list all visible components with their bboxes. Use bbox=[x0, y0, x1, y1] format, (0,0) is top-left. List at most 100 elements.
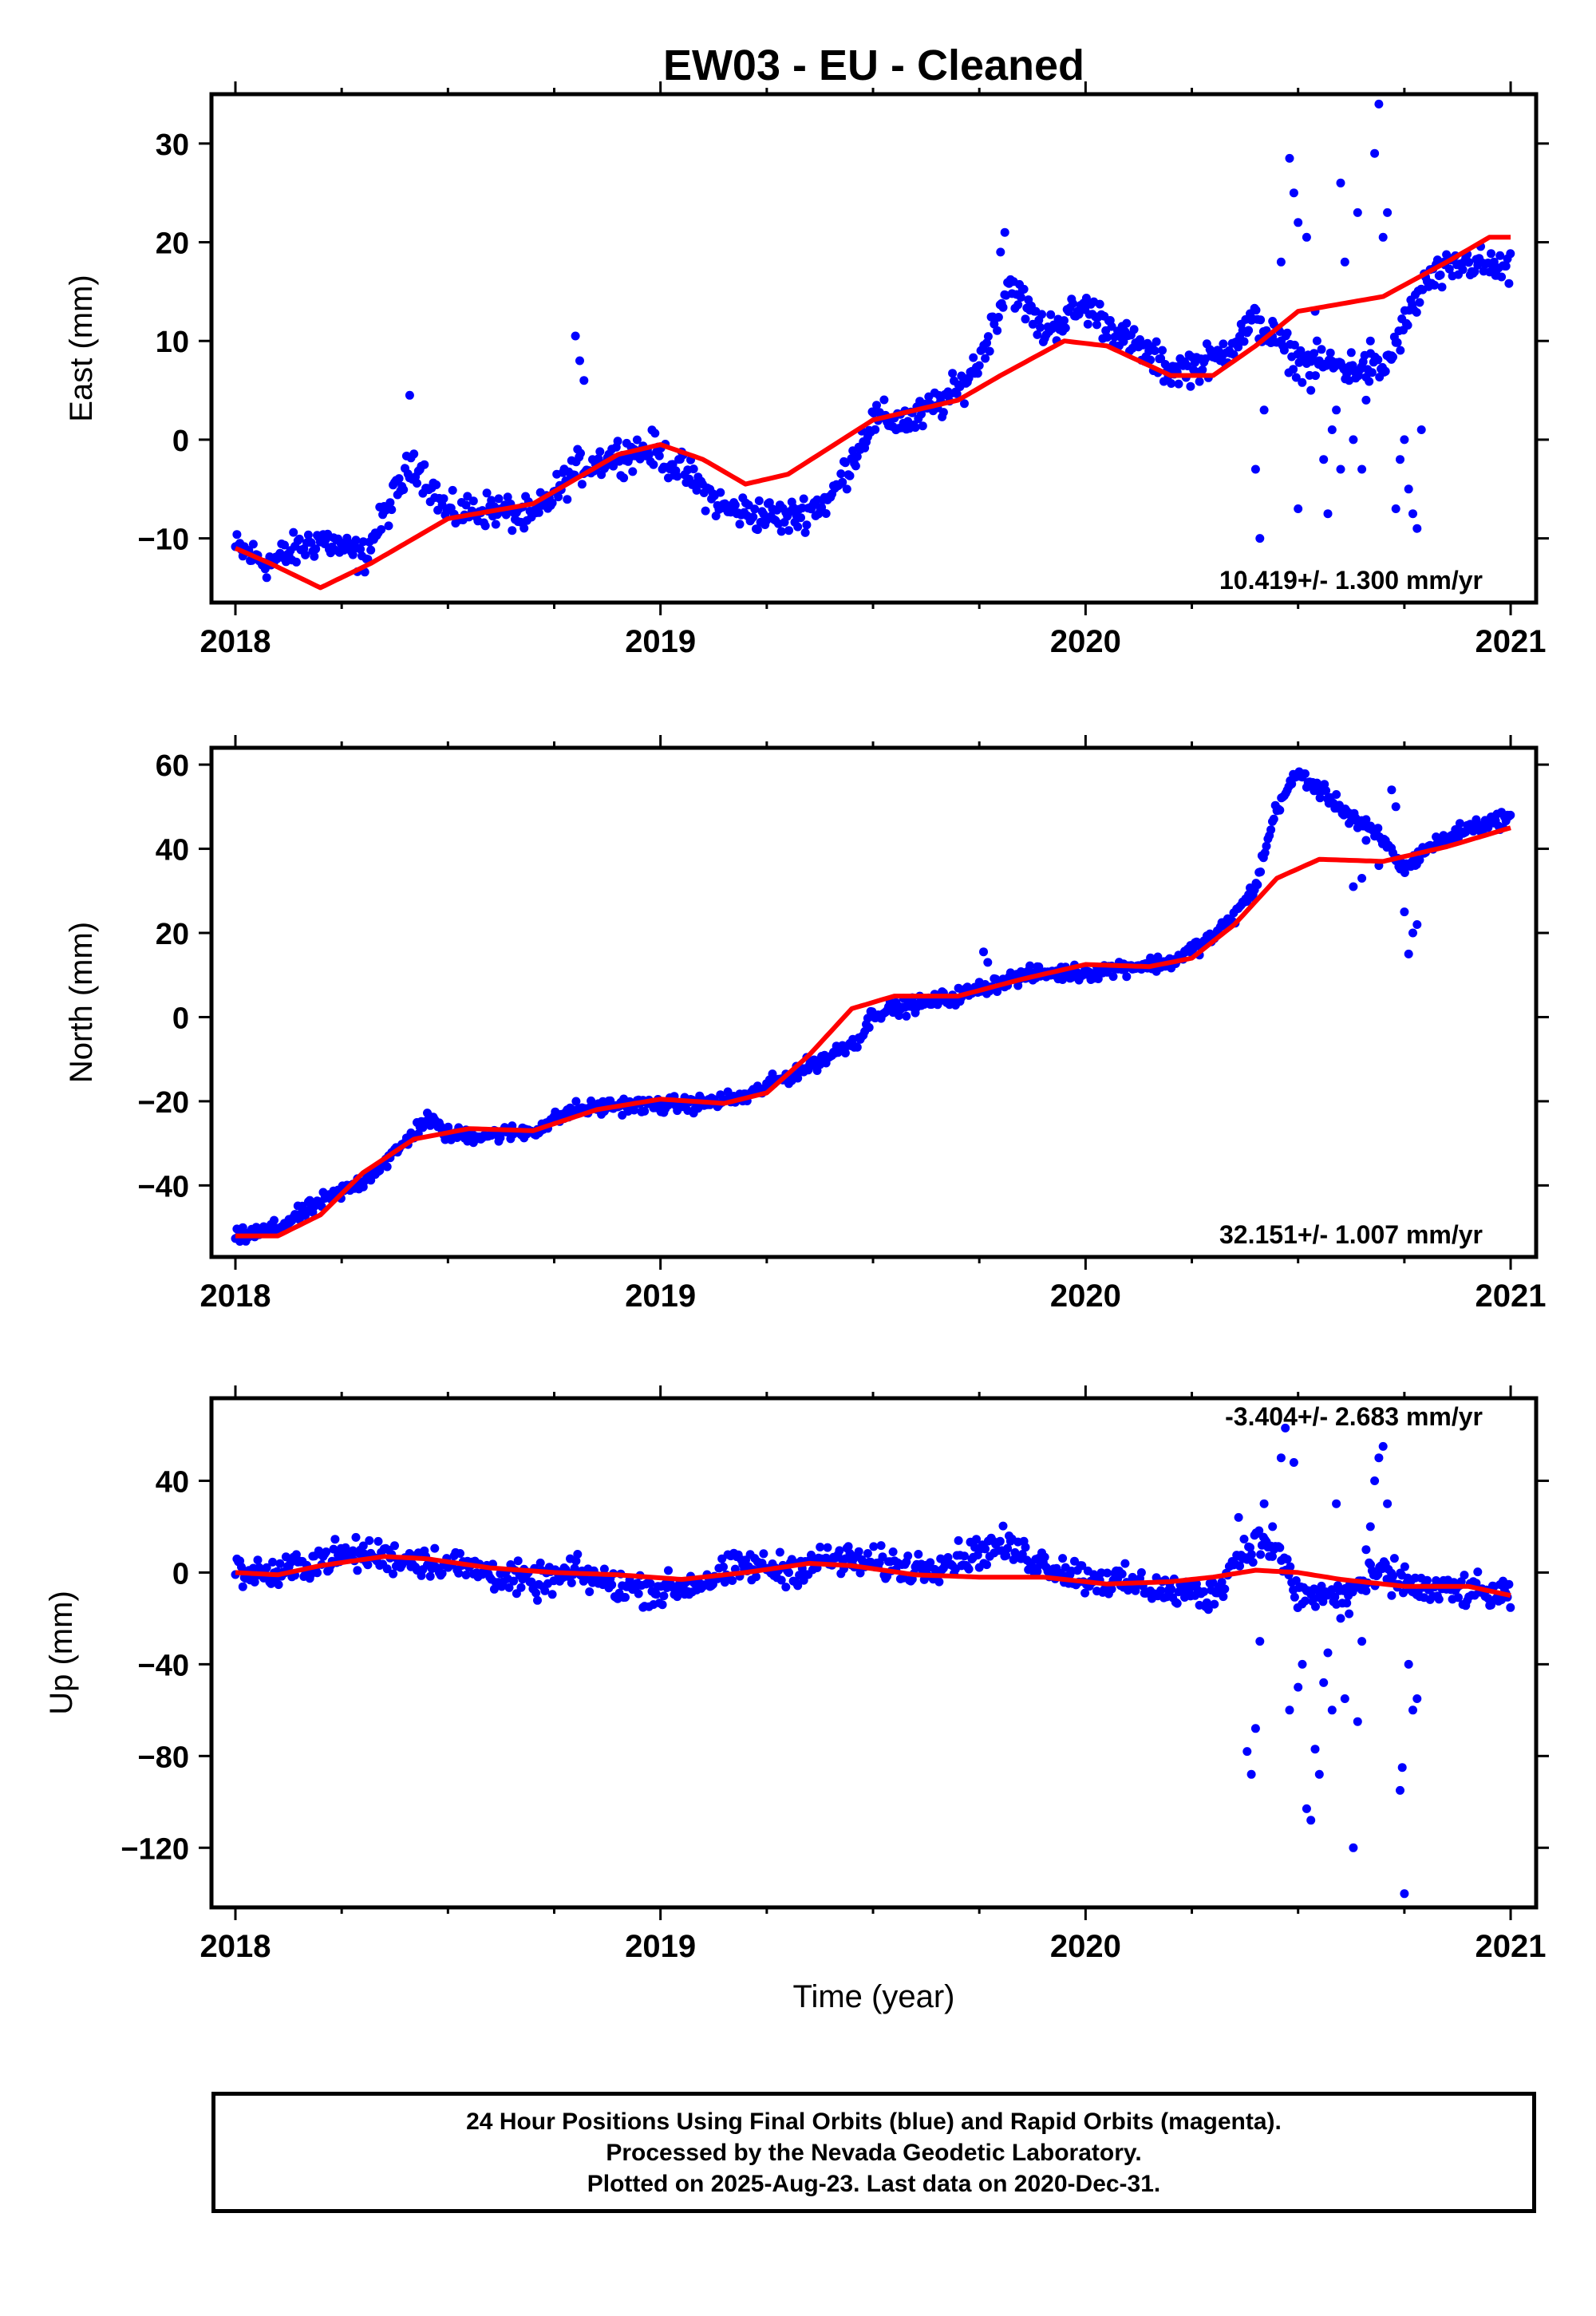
x-tick-label: 2020 bbox=[1050, 624, 1121, 659]
data-point bbox=[878, 1552, 887, 1562]
data-point bbox=[1033, 330, 1042, 339]
data-point bbox=[793, 1581, 803, 1591]
data-point bbox=[735, 520, 745, 529]
data-point bbox=[1289, 1458, 1298, 1467]
data-point bbox=[689, 464, 698, 474]
data-point bbox=[1408, 509, 1417, 519]
data-point bbox=[1256, 315, 1266, 325]
east-rate-label: 10.419+/- 1.300 mm/yr bbox=[1219, 566, 1483, 595]
data-point bbox=[1122, 972, 1132, 982]
data-point bbox=[468, 496, 478, 506]
data-point bbox=[1259, 405, 1269, 415]
data-point bbox=[1345, 376, 1354, 385]
data-point bbox=[692, 485, 701, 495]
data-point bbox=[1198, 365, 1207, 374]
data-point bbox=[996, 247, 1005, 257]
data-point bbox=[281, 1552, 290, 1562]
footer-caption-box: 24 Hour Positions Using Final Orbits (bl… bbox=[211, 2092, 1536, 2213]
data-point bbox=[358, 1541, 368, 1551]
data-point bbox=[979, 947, 988, 957]
data-point bbox=[1504, 279, 1514, 288]
data-point bbox=[634, 1589, 643, 1599]
data-point bbox=[1268, 1551, 1277, 1561]
data-point bbox=[1219, 1592, 1228, 1602]
data-point bbox=[1353, 823, 1362, 832]
data-point bbox=[480, 521, 490, 531]
data-point bbox=[461, 1571, 471, 1579]
data-point bbox=[1242, 1747, 1252, 1757]
data-point bbox=[405, 390, 414, 400]
data-point bbox=[781, 1583, 791, 1592]
data-point bbox=[985, 346, 994, 356]
data-point bbox=[1107, 1584, 1116, 1594]
data-point bbox=[430, 1543, 440, 1553]
data-point bbox=[535, 1558, 545, 1567]
data-point bbox=[1327, 1705, 1337, 1715]
data-point bbox=[1349, 1843, 1358, 1852]
data-point bbox=[1033, 1567, 1042, 1576]
data-point bbox=[262, 1563, 271, 1572]
data-point bbox=[926, 1558, 935, 1567]
data-point bbox=[1019, 284, 1029, 294]
data-point bbox=[728, 1576, 737, 1585]
x-tick-label: 2020 bbox=[1050, 1929, 1121, 1964]
figure-title: EW03 - EU - Cleaned bbox=[663, 41, 1084, 89]
data-point bbox=[351, 536, 361, 545]
data-point bbox=[1487, 249, 1495, 259]
north-rate-label: 32.151+/- 1.007 mm/yr bbox=[1219, 1220, 1483, 1249]
data-point bbox=[1422, 1575, 1432, 1585]
up-frame bbox=[209, 1396, 1539, 1910]
data-point bbox=[1412, 1694, 1422, 1703]
data-point bbox=[330, 1535, 340, 1544]
data-point bbox=[981, 1544, 990, 1554]
data-point bbox=[784, 526, 793, 536]
data-point bbox=[437, 1569, 447, 1578]
data-point bbox=[1416, 425, 1426, 434]
data-point bbox=[753, 525, 762, 535]
data-point bbox=[306, 538, 316, 547]
panel-east: 2018 2019 2020 2021 30 20 10 0 −10 East (mm) 10.41… bbox=[64, 81, 1549, 659]
footer-line-1: 24 Hour Positions Using Final Orbits (bl… bbox=[466, 2108, 1282, 2135]
data-point bbox=[373, 1536, 383, 1546]
data-point bbox=[1199, 1587, 1209, 1596]
y-tick-label: −80 bbox=[138, 1741, 189, 1774]
data-point bbox=[948, 369, 958, 378]
data-point bbox=[1389, 1554, 1399, 1563]
data-point bbox=[1357, 1637, 1367, 1646]
data-point bbox=[1289, 188, 1298, 198]
data-point bbox=[1365, 1522, 1375, 1531]
data-point bbox=[821, 509, 831, 518]
data-point bbox=[571, 331, 580, 341]
data-point bbox=[838, 477, 847, 487]
data-point bbox=[1254, 1526, 1264, 1535]
data-point bbox=[1235, 1561, 1244, 1571]
data-point bbox=[1374, 99, 1384, 109]
up-rate-label: -3.404+/- 2.683 mm/yr bbox=[1225, 1402, 1483, 1431]
data-point bbox=[1455, 819, 1464, 828]
data-point bbox=[835, 1546, 844, 1555]
data-point bbox=[855, 1568, 865, 1578]
data-point bbox=[389, 1569, 398, 1579]
data-point bbox=[1317, 345, 1326, 354]
data-point bbox=[993, 326, 1002, 335]
data-point bbox=[1400, 435, 1409, 445]
data-point bbox=[1298, 1659, 1307, 1669]
data-point bbox=[903, 1551, 913, 1561]
data-point bbox=[1315, 793, 1325, 803]
data-point bbox=[1340, 257, 1349, 267]
panels: 2018 2019 2020 2021 30 20 10 0 −10 East (mm) 10.41… bbox=[44, 81, 1549, 2014]
data-point bbox=[519, 524, 529, 533]
data-point bbox=[1367, 368, 1377, 377]
data-point bbox=[1210, 1599, 1219, 1609]
data-point bbox=[854, 1547, 863, 1556]
data-point bbox=[1391, 802, 1400, 812]
x-tick-label: 2018 bbox=[200, 1279, 271, 1314]
data-point bbox=[1150, 346, 1159, 355]
data-point bbox=[1290, 1592, 1299, 1602]
data-point bbox=[454, 1568, 464, 1578]
data-point bbox=[503, 492, 512, 502]
data-point bbox=[664, 1566, 673, 1575]
data-point bbox=[1506, 249, 1515, 259]
data-point bbox=[1256, 868, 1266, 876]
